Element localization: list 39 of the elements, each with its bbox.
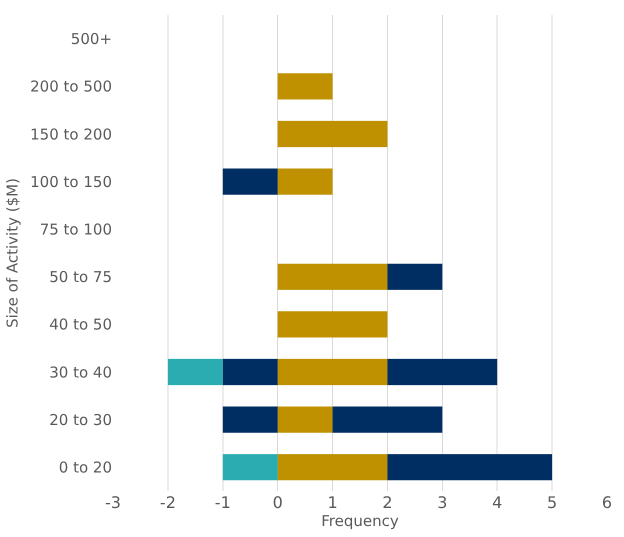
bar xyxy=(168,358,223,386)
x-tick-label: 5 xyxy=(547,493,558,512)
bar xyxy=(278,264,388,290)
y-axis-title: Size of Activity ($M) xyxy=(3,178,22,328)
bar xyxy=(278,120,388,148)
x-axis-title: Frequency xyxy=(321,512,399,530)
x-tick-label: 3 xyxy=(437,493,448,512)
bar xyxy=(278,406,333,433)
x-tick-label: 0 xyxy=(272,493,283,512)
y-tick-label: 30 to 40 xyxy=(49,363,112,382)
y-tick-label: 20 to 30 xyxy=(49,410,112,429)
x-tick-label: -3 xyxy=(105,493,121,512)
bar xyxy=(278,358,388,386)
bar xyxy=(387,358,498,386)
x-tick-label: -2 xyxy=(160,493,176,512)
bar xyxy=(278,454,388,480)
y-tick-label: 40 to 50 xyxy=(49,316,112,334)
x-tick-label: 6 xyxy=(602,493,612,512)
bar xyxy=(278,311,388,338)
x-tick-label: 4 xyxy=(492,493,502,512)
x-tick-label: 2 xyxy=(382,493,393,512)
x-tick-label: 1 xyxy=(327,493,338,512)
y-tick-label: 100 to 150 xyxy=(30,172,112,191)
bar xyxy=(278,168,333,195)
y-tick-label: 0 to 20 xyxy=(58,458,112,476)
y-tick-label: 50 to 75 xyxy=(49,268,112,286)
bar xyxy=(332,406,442,433)
bar xyxy=(222,358,278,386)
bar xyxy=(222,454,278,480)
x-tick-label: -1 xyxy=(214,493,231,512)
y-tick-label: 150 to 200 xyxy=(30,125,112,144)
bar xyxy=(222,406,278,433)
bar xyxy=(222,168,278,195)
y-tick-label: 75 to 100 xyxy=(40,220,112,238)
bar xyxy=(387,454,552,480)
bar xyxy=(387,264,442,290)
bar xyxy=(278,73,333,100)
y-tick-label: 500+ xyxy=(70,30,112,48)
y-tick-label: 200 to 500 xyxy=(30,78,112,96)
